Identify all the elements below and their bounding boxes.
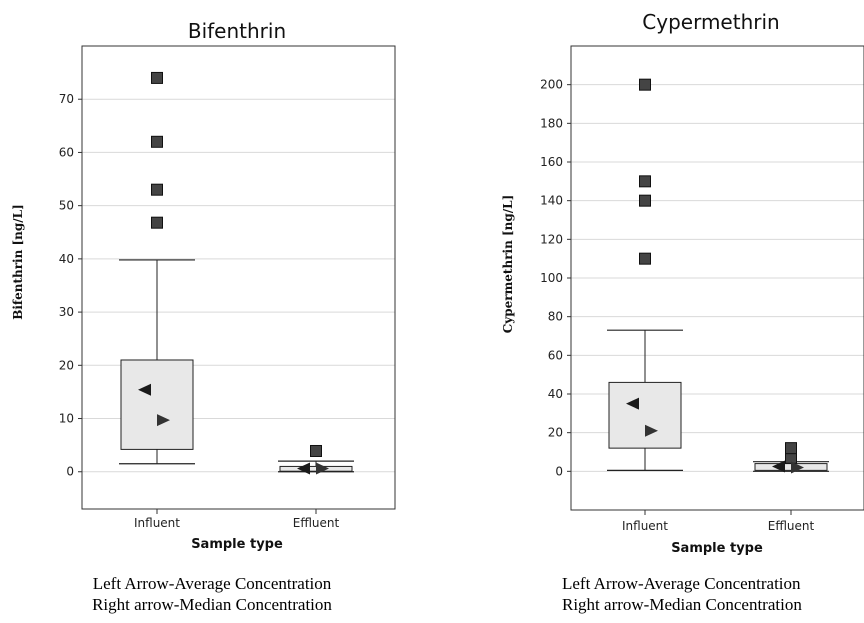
outlier-marker — [639, 194, 651, 207]
x-tick-label: Effluent — [293, 516, 340, 530]
median-arrow — [157, 414, 170, 427]
outlier-marker — [151, 216, 163, 229]
figure: Bifenthrin Sample type Bifenthrin [ng/L]… — [11, 10, 864, 556]
y-tick-label: 60 — [59, 145, 74, 159]
mean-arrow — [297, 462, 310, 475]
y-tick-label: 80 — [548, 310, 563, 324]
caption-line-median: Right arrow-Median Concentration — [92, 595, 332, 614]
chart-cypermethrin: Cypermethrin Sample type Cypermethrin [n… — [501, 10, 864, 556]
x-tick-label: Influent — [622, 519, 668, 533]
median-arrow — [791, 461, 804, 474]
y-tick-label: 60 — [548, 348, 563, 362]
outlier-marker — [151, 183, 163, 196]
caption-line-mean: Left Arrow-Average Concentration — [92, 574, 332, 593]
y-tick-label: 140 — [540, 194, 563, 208]
median-arrow — [645, 424, 658, 437]
chart-title: Cypermethrin — [642, 10, 779, 34]
y-tick-label: 180 — [540, 116, 563, 130]
outlier-marker — [151, 71, 163, 84]
plot-frame — [81, 45, 396, 510]
y-tick-label: 70 — [59, 92, 74, 106]
y-axis-label: Cypermethrin [ng/L] — [501, 195, 515, 334]
legend-note-left: Left Arrow-Average Concentration Right a… — [62, 573, 362, 615]
chart-bifenthrin: Bifenthrin Sample type Bifenthrin [ng/L]… — [11, 19, 396, 552]
y-axis-label: Bifenthrin [ng/L] — [11, 204, 25, 320]
x-axis-label: Sample type — [191, 537, 283, 552]
legend-note-right: Left Arrow-Average Concentration Right a… — [562, 573, 864, 615]
y-tick-label: 30 — [59, 305, 74, 319]
mean-arrow — [772, 460, 785, 473]
y-tick-label: 0 — [555, 464, 563, 478]
y-tick-label: 40 — [59, 252, 74, 266]
y-tick-label: 0 — [66, 465, 74, 479]
outlier-marker — [785, 442, 797, 455]
x-axis-label: Sample type — [671, 541, 763, 556]
chart-title: Bifenthrin — [188, 19, 286, 43]
box — [608, 381, 682, 449]
median-arrow — [316, 462, 329, 475]
y-tick-label: 200 — [540, 78, 563, 92]
outlier-marker — [310, 444, 322, 457]
mean-arrow — [626, 397, 639, 410]
y-tick-label: 10 — [59, 412, 74, 426]
caption-line-median: Right arrow-Median Concentration — [562, 595, 802, 614]
y-tick-label: 100 — [540, 271, 563, 285]
outlier-marker — [639, 78, 651, 91]
y-tick-label: 50 — [59, 199, 74, 213]
x-tick-label: Influent — [134, 516, 180, 530]
y-tick-label: 20 — [548, 426, 563, 440]
plot-frame — [570, 45, 864, 511]
outlier-marker — [639, 252, 651, 265]
x-tick-label: Effluent — [768, 519, 815, 533]
y-tick-label: 40 — [548, 387, 563, 401]
mean-arrow — [138, 383, 151, 396]
y-tick-label: 20 — [59, 358, 74, 372]
outlier-marker — [151, 135, 163, 148]
y-tick-label: 120 — [540, 232, 563, 246]
y-tick-label: 160 — [540, 155, 563, 169]
box — [120, 359, 194, 450]
outlier-marker — [639, 175, 651, 188]
caption-line-mean: Left Arrow-Average Concentration — [562, 574, 801, 593]
